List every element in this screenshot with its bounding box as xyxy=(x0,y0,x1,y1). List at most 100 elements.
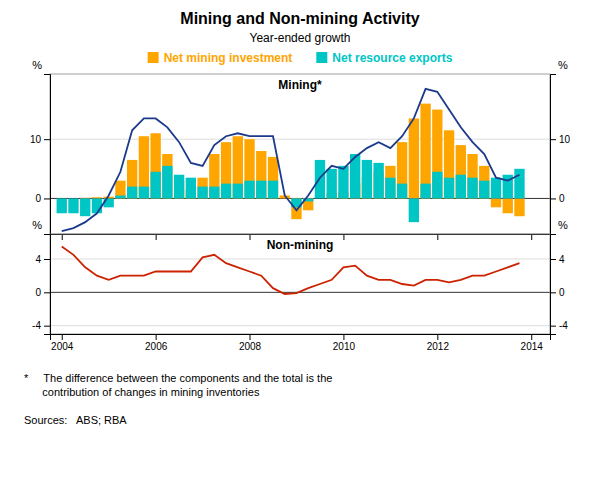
subtitle: Year-ended growth xyxy=(250,31,351,45)
tick-mark xyxy=(44,198,50,199)
bar xyxy=(127,187,137,199)
bar xyxy=(139,136,149,198)
bar xyxy=(197,178,207,199)
bar xyxy=(92,197,102,198)
tick-mark xyxy=(437,334,438,340)
bar xyxy=(479,166,489,199)
tick-mark xyxy=(531,234,532,240)
tick xyxy=(156,234,157,240)
tick-label: 0 xyxy=(559,287,565,298)
tick-mark xyxy=(44,326,50,327)
axis-domain xyxy=(44,235,51,335)
bar xyxy=(432,172,442,199)
bar xyxy=(444,178,454,199)
y-axis: -4 0 4 xyxy=(32,235,50,335)
tick-label: 0 xyxy=(35,193,41,204)
bar xyxy=(57,198,67,213)
tick: 0 xyxy=(35,287,50,298)
tick-mark xyxy=(550,326,556,327)
tick-mark xyxy=(62,334,63,340)
bar xyxy=(115,195,125,198)
bar xyxy=(467,178,477,199)
bar xyxy=(92,198,102,213)
bar xyxy=(456,175,466,199)
tick-label: 2010 xyxy=(333,341,356,352)
tick: 2012 xyxy=(427,334,450,352)
bar xyxy=(115,181,125,199)
bar xyxy=(432,110,442,199)
x-axis: 200420062008201020122014 xyxy=(51,334,551,352)
bar xyxy=(397,184,407,199)
tick-mark xyxy=(156,234,157,240)
bar xyxy=(150,133,160,198)
panel: -404-404200420062008201020122014%%Non-mi… xyxy=(32,219,568,352)
tick: 4 xyxy=(35,254,50,265)
bar xyxy=(209,187,219,199)
line xyxy=(62,247,520,295)
legend-swatch xyxy=(148,52,159,63)
bar xyxy=(444,130,454,198)
tick: 0 xyxy=(35,193,50,204)
bar xyxy=(420,184,430,199)
plot-frame xyxy=(50,74,550,234)
grid-line xyxy=(50,139,550,140)
tick-label: 0 xyxy=(559,193,565,204)
tick: 0 xyxy=(550,193,565,204)
tick: 2004 xyxy=(51,334,74,352)
y-axis-label: % xyxy=(558,219,568,231)
tick: 10 xyxy=(550,134,571,145)
panel-label: Non-mining xyxy=(267,238,334,252)
bar xyxy=(244,181,254,199)
bar xyxy=(174,175,184,199)
bar xyxy=(362,160,372,199)
tick-mark xyxy=(550,292,556,293)
note: Sources: ABS; RBA xyxy=(24,414,127,426)
tick-label: 0 xyxy=(35,287,41,298)
tick-mark xyxy=(44,259,50,260)
bar xyxy=(479,181,489,199)
tick-mark xyxy=(343,234,344,240)
bar xyxy=(256,151,266,198)
grid-line xyxy=(50,259,550,260)
bar xyxy=(373,163,383,199)
bar xyxy=(256,181,266,199)
line xyxy=(62,89,520,231)
marks xyxy=(62,247,520,295)
tick: 2014 xyxy=(521,334,544,352)
axis-domain xyxy=(551,75,557,235)
tick-mark xyxy=(62,234,63,240)
bar xyxy=(150,172,160,199)
grid xyxy=(50,139,550,198)
tick: 10 xyxy=(30,134,50,145)
tick-label: 2012 xyxy=(427,341,450,352)
bar xyxy=(467,154,477,198)
bar xyxy=(409,118,419,198)
tick: 2008 xyxy=(239,334,262,352)
bar xyxy=(491,198,501,207)
grid-line xyxy=(50,325,550,326)
legend-item: Net mining investment xyxy=(148,51,293,65)
tick-mark xyxy=(44,292,50,293)
tick-mark xyxy=(531,334,532,340)
bar xyxy=(291,198,301,219)
tick: 2010 xyxy=(333,334,356,352)
tick: -4 xyxy=(32,320,50,331)
bar xyxy=(221,184,231,199)
legend-label: Net mining investment xyxy=(164,51,293,65)
bar xyxy=(127,160,137,199)
tick-label: 10 xyxy=(559,134,571,145)
bar xyxy=(268,157,278,198)
bar xyxy=(385,166,395,199)
bar xyxy=(268,181,278,199)
bar xyxy=(68,198,78,213)
legend-item: Net resource exports xyxy=(316,51,452,65)
tick-mark xyxy=(250,334,251,340)
tick-mark xyxy=(550,198,556,199)
bar xyxy=(139,187,149,199)
bar xyxy=(162,154,172,198)
bar xyxy=(209,154,219,198)
chart: 010010%%Mining*Mining and Non-mining Act… xyxy=(0,0,600,504)
bar xyxy=(327,169,337,199)
plot-frame xyxy=(50,234,550,334)
bar xyxy=(244,139,254,198)
